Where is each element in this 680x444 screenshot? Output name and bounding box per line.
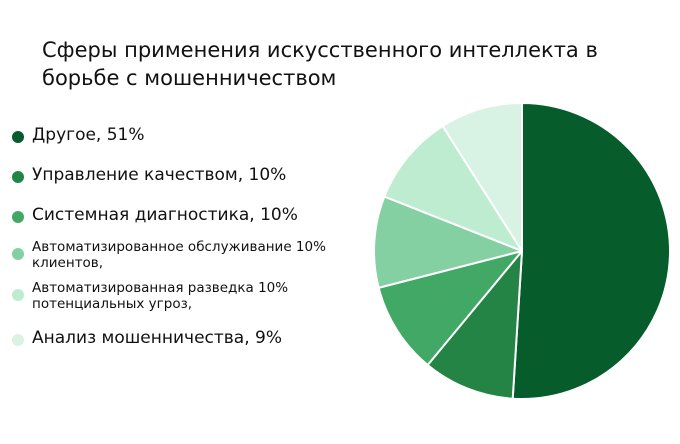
legend-swatch-system-diagnostics — [12, 211, 24, 223]
pie-slice-quality-management — [426, 250, 523, 400]
legend-swatch-fraud-analysis — [12, 334, 24, 346]
pie-slice-fraud-analysis — [441, 102, 523, 252]
pie-slice-threat-intelligence — [383, 125, 523, 252]
legend-label-system-diagnostics: Системная диагностика, 10% — [32, 205, 298, 225]
legend-swatch-threat-intelligence — [12, 289, 24, 301]
legend-swatch-automated-service — [12, 248, 24, 260]
legend-label-quality-management: Управление качеством, 10% — [32, 165, 287, 185]
legend-label-fraud-analysis: Анализ мошенничества, 9% — [32, 328, 283, 348]
pie-slice-other — [511, 102, 671, 400]
pie-slice-automated-service — [373, 195, 523, 289]
legend-label-threat-intelligence: Автоматизированная разведка 10% потенциа… — [32, 280, 289, 312]
legend-label-other: Другое, 51% — [32, 125, 145, 145]
legend-swatch-other — [12, 131, 24, 143]
chart-title: Сферы применения искусственного интеллек… — [42, 38, 598, 90]
legend-label-automated-service: Автоматизированное обслуживание 10% клие… — [32, 239, 326, 271]
legend-swatch-quality-management — [12, 171, 24, 183]
